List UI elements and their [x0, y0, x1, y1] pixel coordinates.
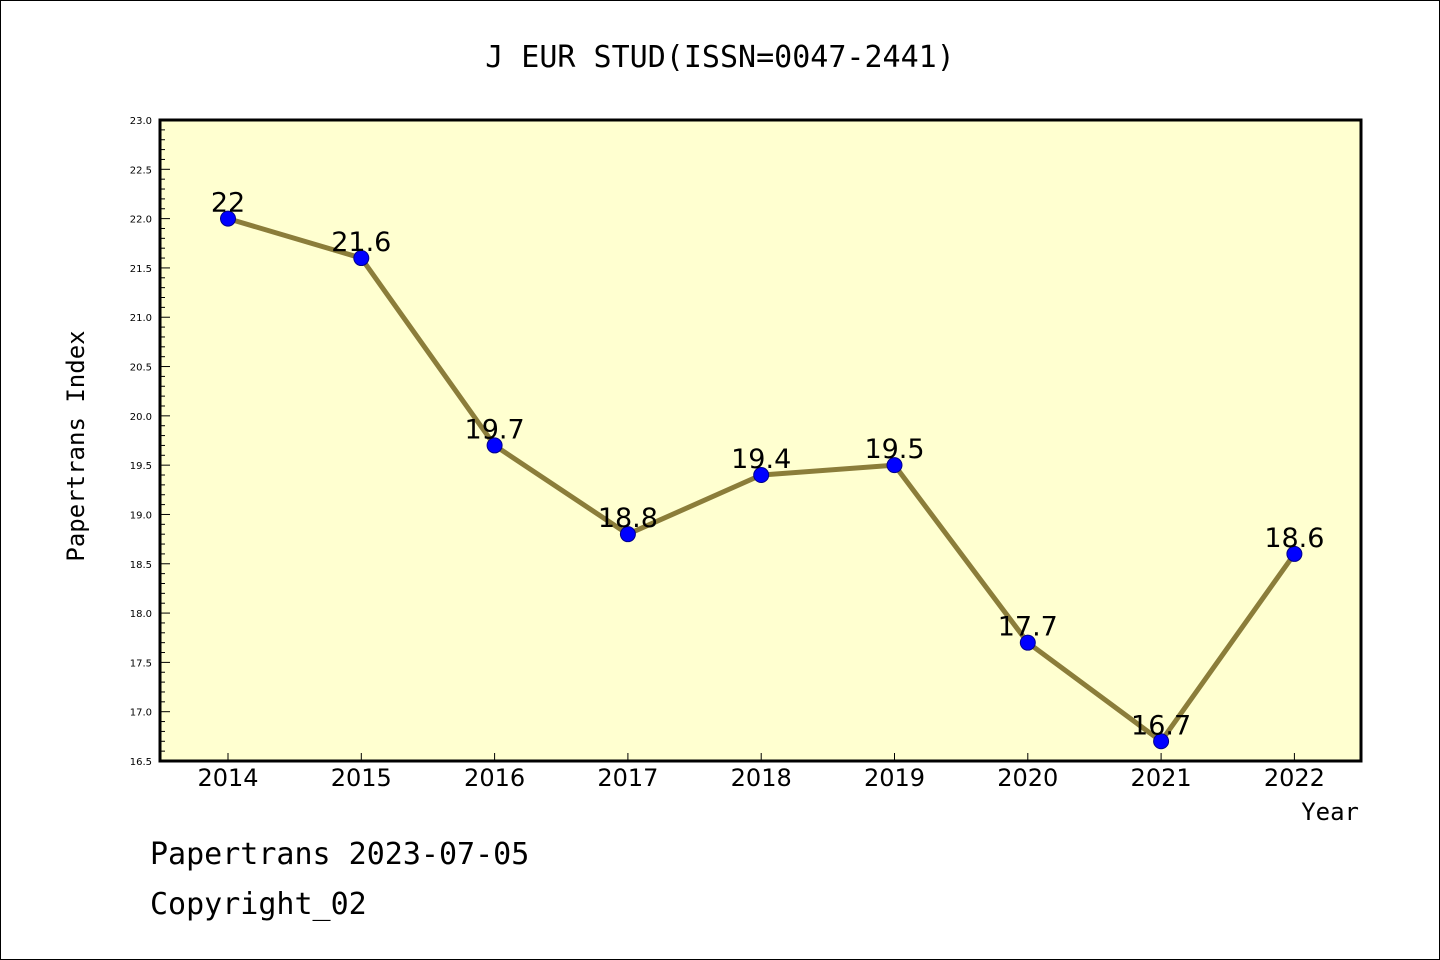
y-tick-label: 18.0 [130, 609, 152, 620]
x-tick-label: 2019 [864, 764, 925, 792]
data-label: 17.7 [998, 612, 1058, 643]
y-tick-label: 22.5 [130, 165, 152, 176]
data-label: 21.6 [331, 227, 391, 258]
y-tick-label: 17.0 [130, 708, 152, 719]
x-tick-label: 2017 [597, 764, 658, 792]
data-label: 19.5 [864, 434, 924, 465]
x-tick-label: 2021 [1131, 764, 1192, 792]
x-tick-label: 2014 [197, 764, 258, 792]
plot-area [160, 120, 1361, 761]
series: 22 21.6 19.7 18.8 19.4 19.5 17.7 16.7 18.6 [211, 188, 1324, 750]
data-point [619, 526, 636, 543]
y-tick-label: 22.0 [130, 215, 152, 226]
data-label: 22 [211, 188, 245, 219]
y-tick-label: 21.0 [130, 313, 152, 324]
data-label: 18.8 [598, 503, 658, 534]
data-point [1019, 634, 1036, 651]
data-point [1153, 733, 1170, 750]
footer-date: Papertrans 2023-07-05 [150, 837, 529, 872]
plot-border [158, 118, 1363, 763]
data-point [1286, 545, 1303, 562]
x-tick-label: 2020 [997, 764, 1058, 792]
y-tick-label: 20.0 [130, 412, 152, 423]
data-point [220, 210, 236, 227]
x-tick-label: 2022 [1264, 764, 1325, 792]
x-tick-label: 2018 [731, 764, 792, 792]
y-tick-label: 21.5 [130, 264, 152, 275]
x-tick-label: 2015 [331, 764, 392, 792]
data-label: 18.6 [1264, 523, 1324, 554]
y-tick-label: 23.0 [130, 116, 152, 127]
chart-title: J EUR STUD(ISSN=0047-2441) [485, 40, 955, 75]
data-point [486, 437, 503, 454]
y-tick-label: 18.5 [130, 560, 152, 571]
x-axis: 2014 2015 2016 2017 2018 2019 2020 2021 2022 [197, 753, 1325, 792]
x-axis-title: Year [1301, 798, 1359, 826]
y-tick-label: 16.5 [130, 757, 152, 768]
y-axis-title: Papertrans Index [62, 330, 90, 561]
x-tick-label: 2016 [464, 764, 525, 792]
y-tick-label: 20.5 [130, 363, 152, 374]
data-label: 19.4 [731, 444, 791, 475]
y-tick-label: 19.0 [130, 510, 152, 521]
y-tick-label: 17.5 [130, 658, 152, 669]
data-label: 16.7 [1131, 710, 1191, 741]
data-label: 19.7 [465, 414, 525, 445]
data-point [886, 457, 903, 474]
data-point [353, 250, 370, 267]
footer-copyright: Copyright_02 [150, 887, 367, 922]
y-tick-label: 19.5 [130, 461, 152, 472]
data-point [753, 467, 770, 484]
